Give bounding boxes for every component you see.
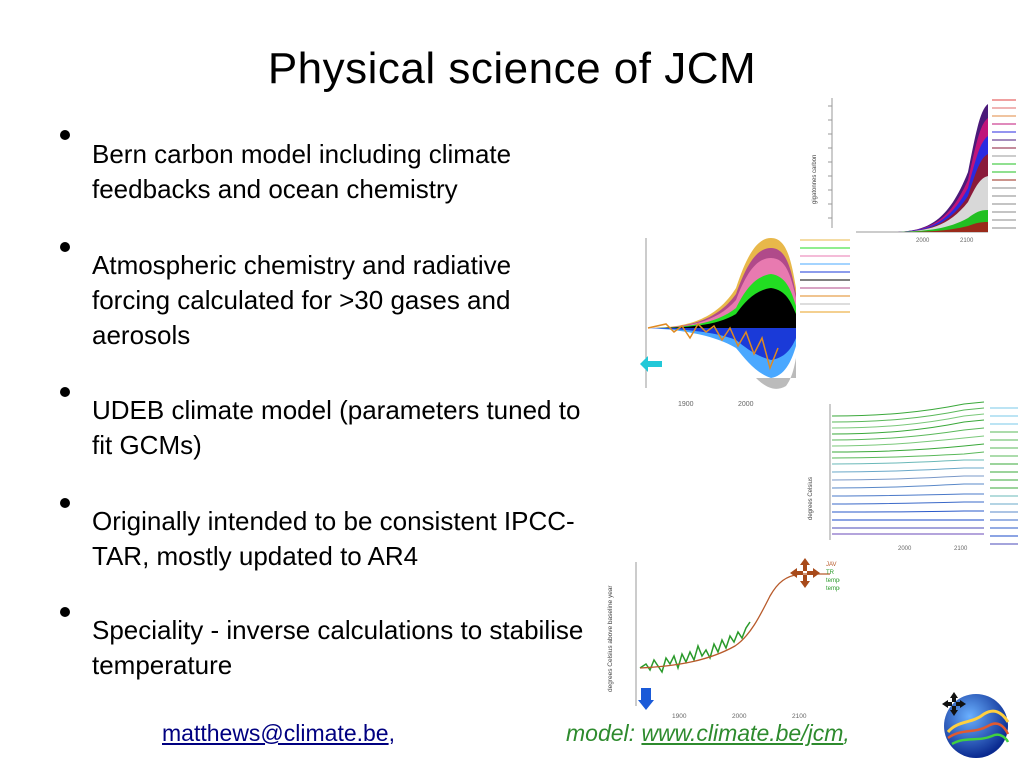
x-tick-label: 2000 <box>898 546 912 552</box>
slide-title: Physical science of JCM <box>267 44 757 93</box>
legend: JAV TR tempobl tempobl <box>826 562 840 592</box>
stacked-areas <box>832 104 988 232</box>
bullet-text-2-line2: forcing calculated for >30 gases and <box>92 285 511 315</box>
bullet-text-4-line2: TAR, mostly updated to AR4 <box>92 541 419 571</box>
arrow-down-icon[interactable] <box>638 688 654 710</box>
bullet-dot <box>56 607 74 625</box>
line-series <box>831 493 984 497</box>
bullet-text-5-line1: Speciality - inverse calculations to sta… <box>92 615 584 645</box>
bullet-dot <box>56 130 74 148</box>
x-tick-label: 1900 <box>678 401 694 408</box>
bullet-text-1-line1: Bern carbon model including climate <box>92 139 512 169</box>
bullet-text-3-line1: UDEB climate model (parameters tuned to <box>92 395 581 425</box>
line-series <box>831 419 985 435</box>
move-handle-icon[interactable] <box>790 558 820 588</box>
x-tick-label: 1900 <box>672 713 687 720</box>
y-ticks <box>828 105 832 219</box>
stacked-areas <box>648 238 796 389</box>
temperature-lines-chart: degrees Celsius <box>804 400 1022 552</box>
line-series <box>831 451 985 459</box>
legend <box>990 96 1020 236</box>
x-tick-label: 2100 <box>960 238 974 244</box>
line-series <box>831 407 985 423</box>
legend-label: tempobl <box>826 586 840 592</box>
bullet-text-3-line2: fit GCMs) <box>92 430 202 460</box>
line-series <box>831 459 984 465</box>
area-series <box>832 210 988 232</box>
legend-label: JAV <box>826 562 837 568</box>
model-comma: , <box>843 720 850 746</box>
y-axis-label: degrees Celsius <box>808 477 814 520</box>
footer-model: model: www.climate.be/jcm, <box>566 720 850 747</box>
y-axis-label: gigatonnes carbon <box>812 155 818 204</box>
model-prefix: model: <box>566 720 642 746</box>
line-series <box>831 435 985 447</box>
area-series <box>648 288 796 328</box>
jcm-globe-logo-icon <box>942 692 1010 758</box>
line-series <box>831 510 984 513</box>
line-series <box>831 475 984 481</box>
line-series <box>831 427 985 441</box>
x-tick-label: 2100 <box>954 546 968 552</box>
y-axis-label: degrees Celsius above baseline year <box>607 585 614 692</box>
x-tick-label: 2000 <box>916 238 930 244</box>
x-tick-label: 2000 <box>732 713 747 720</box>
area-series <box>648 328 796 360</box>
line-series <box>831 483 984 489</box>
modelled-temperature-line <box>639 573 830 669</box>
line-series <box>831 501 984 505</box>
x-tick-label: 2000 <box>738 401 754 408</box>
bullet-dot <box>56 498 74 516</box>
temperature-anomaly-chart: degrees Celsius above baseline year JAV … <box>600 556 840 722</box>
footer-email: matthews@climate.be, <box>162 720 395 747</box>
observed-temperature-line <box>639 621 751 674</box>
line-series <box>831 467 984 473</box>
radiative-forcing-chart: 1900 2000 2100 <box>626 228 856 410</box>
area-series <box>832 222 988 232</box>
chart-background <box>808 92 1022 244</box>
bullet-text-4-line1: Originally intended to be consistent IPC… <box>92 506 575 536</box>
area-series <box>756 358 796 389</box>
line-series <box>831 443 985 453</box>
legend <box>988 402 1022 548</box>
legend <box>798 234 854 318</box>
x-tick-label: 2100 <box>792 713 807 720</box>
line-series-group <box>831 401 985 535</box>
bullet-text-2-line3: aerosols <box>92 320 191 350</box>
email-link[interactable]: matthews@climate.be <box>162 720 389 746</box>
carbon-stacked-area-chart: gigatonnes carbon 2000 2100 <box>808 92 1022 244</box>
bullet-dot <box>56 242 74 260</box>
bullet-text-5-line2: temperature <box>92 650 233 680</box>
email-comma: , <box>388 720 395 746</box>
bullet-dot <box>56 387 74 405</box>
legend-label: tempobl <box>826 578 840 584</box>
legend-label: TR <box>826 570 835 576</box>
volcanic-forcing-line <box>647 322 779 371</box>
arrow-left-icon[interactable] <box>640 356 662 372</box>
bullet-text-2-line1: Atmospheric chemistry and radiative <box>92 250 512 280</box>
chart-background <box>600 556 840 722</box>
model-link[interactable]: www.climate.be/jcm <box>641 720 844 746</box>
bullet-text-1-line2: feedbacks and ocean chemistry <box>92 174 458 204</box>
chart-background <box>804 400 1022 552</box>
line-series <box>831 401 985 417</box>
line-series <box>831 413 985 429</box>
